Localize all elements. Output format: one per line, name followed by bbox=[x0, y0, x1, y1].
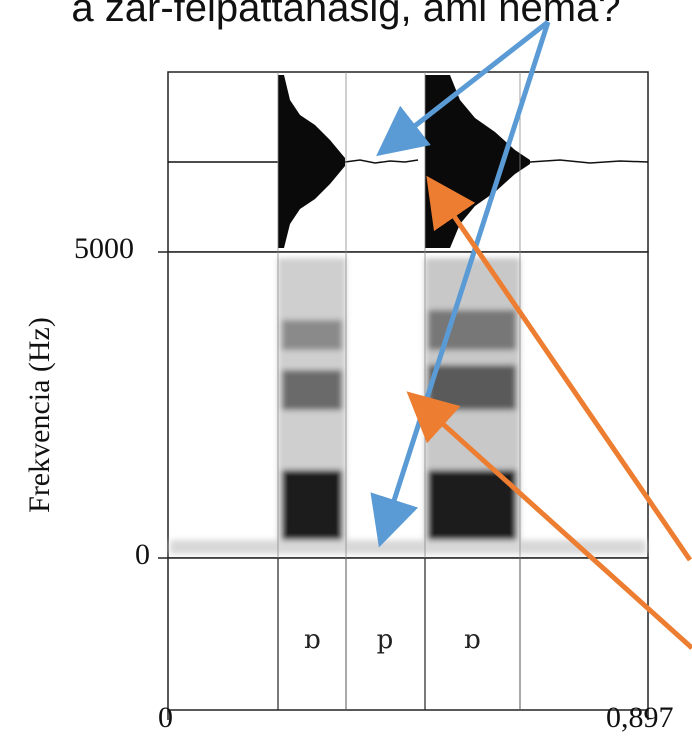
segment-label-1: ɒ bbox=[304, 625, 321, 655]
blue-arrow-waveform bbox=[376, 20, 550, 157]
spectrogram-frame bbox=[167, 251, 649, 559]
orange-arrow-waveform bbox=[426, 175, 692, 562]
x-tick-label-start: 0 bbox=[158, 701, 173, 734]
waveform-silence-2 bbox=[529, 159, 649, 164]
slide-caption: a zár-felpattanásig, ami néma? bbox=[71, 0, 621, 30]
waveform-burst-1 bbox=[278, 75, 345, 248]
blue-arrows bbox=[370, 20, 551, 548]
spectrogram-energy bbox=[170, 258, 646, 554]
spectrogram-panel bbox=[167, 251, 649, 559]
segment-label-2: p bbox=[377, 625, 394, 655]
annotation-tier: ɒ p ɒ bbox=[167, 72, 649, 711]
blue-arrow-spectrogram bbox=[370, 21, 551, 548]
waveform-panel bbox=[167, 71, 649, 253]
orange-arrow-spectrogram bbox=[406, 391, 692, 650]
x-tick-label-end: 0,897 bbox=[606, 701, 674, 734]
segment-label-3: ɒ bbox=[464, 625, 481, 655]
y-tick-label-top: 5000 bbox=[74, 232, 134, 265]
y-tick-label-bottom: 0 bbox=[135, 538, 150, 571]
waveform-closure bbox=[344, 159, 419, 164]
tier-frame bbox=[167, 557, 649, 711]
orange-arrows bbox=[406, 175, 692, 650]
